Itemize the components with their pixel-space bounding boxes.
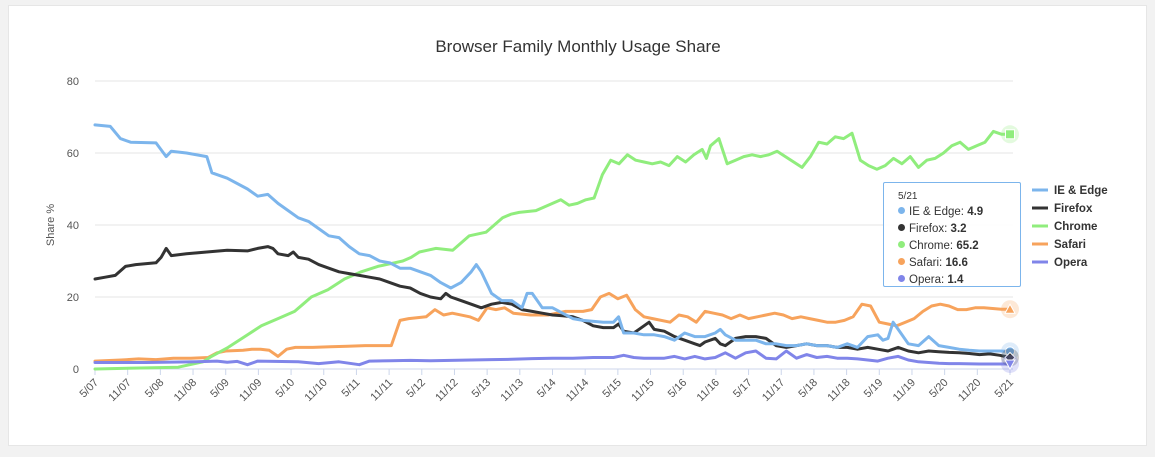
tooltip-label: IE & Edge: xyxy=(909,206,964,218)
x-tick-label: 5/16 xyxy=(666,377,690,401)
y-tick-label: 40 xyxy=(67,220,79,232)
x-tick-label: 11/13 xyxy=(499,377,526,404)
hover-markers xyxy=(1001,125,1019,373)
point-marker xyxy=(1005,129,1015,140)
tooltip-label: Opera: xyxy=(909,274,945,286)
point-marker xyxy=(1004,303,1016,314)
x-tick-label: 5/09 xyxy=(208,377,232,401)
series-line-ie-edge xyxy=(93,123,1012,353)
tooltip-label: Firefox: xyxy=(909,223,948,235)
tooltip-dot-icon xyxy=(898,241,905,248)
x-tick-label: 5/08 xyxy=(143,377,167,401)
tooltip-label: Chrome: xyxy=(909,240,954,252)
y-axis-title: Share % xyxy=(45,204,57,246)
x-tick-label: 11/09 xyxy=(237,377,264,404)
x-tick-label: 11/11 xyxy=(368,377,395,404)
x-tick-label: 11/16 xyxy=(695,377,722,404)
chart-title: Browser Family Monthly Usage Share xyxy=(435,37,720,56)
y-tick-label: 60 xyxy=(67,148,79,160)
tooltip-row-ie-edge: IE & Edge: 4.9 xyxy=(898,204,1020,221)
y-tick-label: 80 xyxy=(67,76,79,88)
tooltip-dot-icon xyxy=(898,275,905,282)
x-tick-label: 11/18 xyxy=(825,377,852,404)
y-tick-label: 0 xyxy=(73,364,79,376)
x-tick-label: 5/12 xyxy=(404,377,428,401)
x-tick-label: 5/20 xyxy=(927,377,951,401)
tooltip: 5/21 IE & Edge: 4.9 Firefox: 3.2 Chrome:… xyxy=(883,182,1021,287)
legend-item: Safari xyxy=(1054,239,1086,251)
tooltip-header: 5/21 xyxy=(898,191,918,202)
x-tick-label: 5/21 xyxy=(992,377,1016,401)
legend-item: Opera xyxy=(1054,257,1088,269)
tooltip-value: 3.2 xyxy=(950,223,967,235)
y-axis-ticks: 0 20 40 60 80 xyxy=(67,76,79,376)
tooltip-row-firefox: Firefox: 3.2 xyxy=(898,221,1020,238)
x-tick-label: 11/08 xyxy=(172,377,199,404)
x-tick-label: 11/10 xyxy=(302,377,329,404)
legend: IE & Edge Firefox Chrome Safari Opera xyxy=(1032,185,1108,269)
x-tick-label: 11/19 xyxy=(891,377,918,404)
tooltip-dot-icon xyxy=(898,224,905,231)
x-axis-ticks: 5/07 11/07 5/08 11/08 5/09 11/09 5/10 11/10 5/11… xyxy=(77,369,1016,404)
x-tick-label: 5/10 xyxy=(274,377,298,401)
tooltip-dot-icon xyxy=(898,258,905,265)
legend-item: Chrome xyxy=(1054,221,1097,233)
legend-item: IE & Edge xyxy=(1054,185,1108,197)
tooltip-row-safari: Safari: 16.6 xyxy=(898,255,1020,272)
x-tick-label: 11/12 xyxy=(433,377,460,404)
y-tick-label: 20 xyxy=(67,292,79,304)
series-line-safari xyxy=(93,291,1012,363)
point-marker xyxy=(1004,359,1016,370)
series-line-chrome xyxy=(93,129,1012,371)
tooltip-value: 65.2 xyxy=(956,240,979,252)
tooltip-row-opera: Opera: 1.4 xyxy=(898,272,1020,289)
x-tick-label: 11/07 xyxy=(106,377,133,404)
tooltip-row-chrome: Chrome: 65.2 xyxy=(898,238,1020,255)
legend-item: Firefox xyxy=(1054,203,1093,215)
tooltip-value: 1.4 xyxy=(947,274,964,286)
x-tick-label: 11/15 xyxy=(629,377,656,404)
x-tick-label: 5/11 xyxy=(340,377,363,400)
tooltip-label: Safari: xyxy=(909,257,943,269)
x-tick-label: 5/15 xyxy=(600,377,624,401)
series-line-firefox xyxy=(93,245,1012,359)
x-tick-label: 5/18 xyxy=(796,377,820,401)
x-tick-label: 11/17 xyxy=(760,377,787,404)
x-tick-label: 5/17 xyxy=(731,377,755,401)
x-tick-label: 5/19 xyxy=(862,377,886,401)
x-tick-label: 5/14 xyxy=(535,377,559,401)
series-line-opera xyxy=(93,349,1012,367)
x-tick-label: 5/07 xyxy=(77,377,101,401)
tooltip-value: 4.9 xyxy=(967,206,984,218)
series-lines xyxy=(93,123,1012,371)
x-tick-label: 11/14 xyxy=(564,377,591,404)
tooltip-value: 16.6 xyxy=(945,257,968,269)
x-tick-label: 11/20 xyxy=(956,377,983,404)
grid-lines xyxy=(95,80,1013,370)
x-tick-label: 5/13 xyxy=(470,377,494,401)
tooltip-dot-icon xyxy=(898,207,905,214)
